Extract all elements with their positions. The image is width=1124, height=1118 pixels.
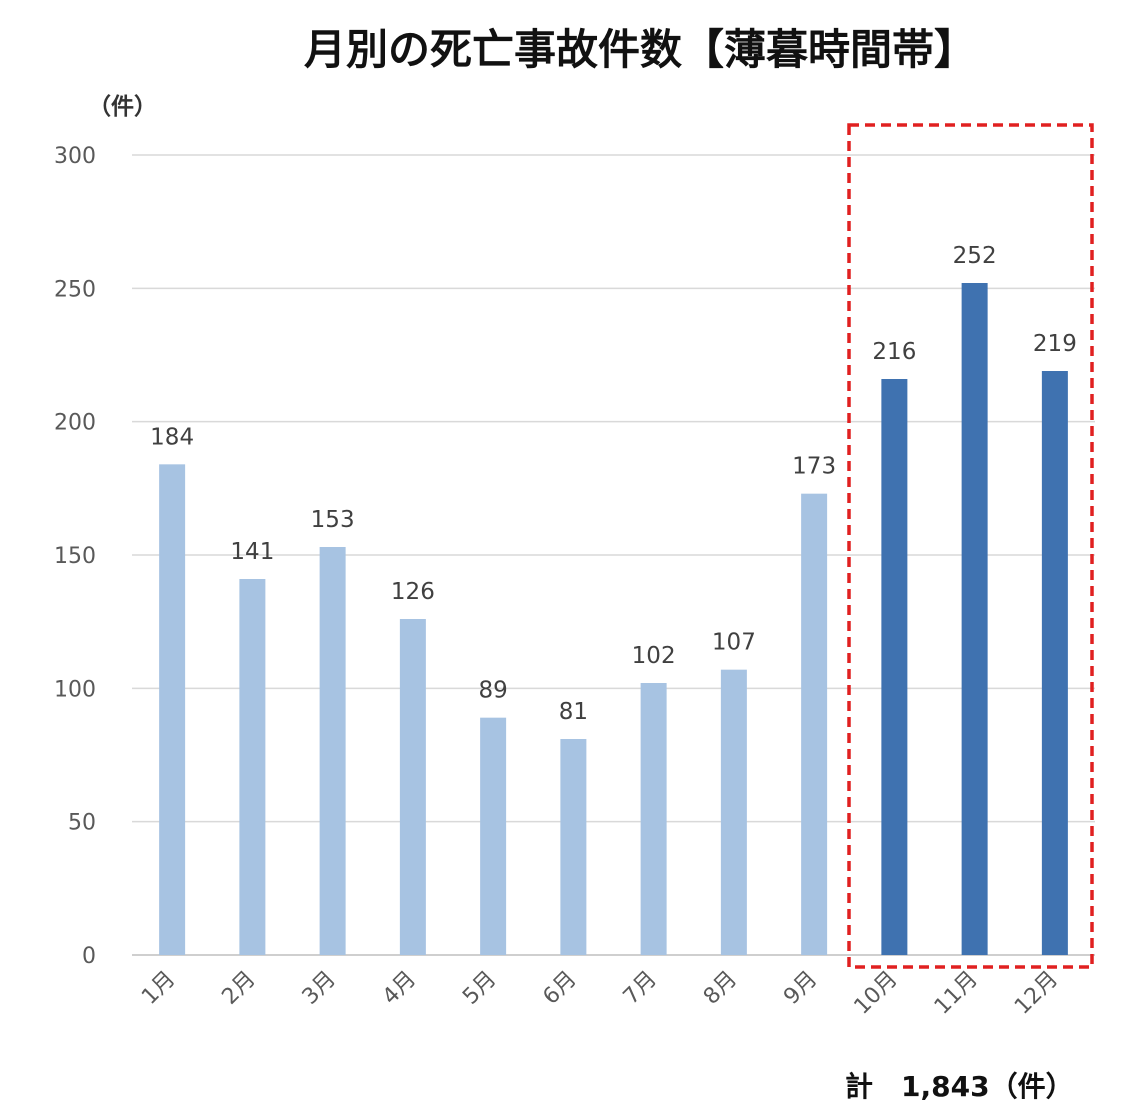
bar-1 — [159, 464, 186, 955]
x-tick-label-3: 3月 — [298, 967, 341, 1010]
bar-6 — [560, 739, 587, 955]
x-tick-label-5: 5月 — [458, 967, 501, 1010]
data-label-6: 81 — [559, 699, 588, 725]
x-tick-label-1: 1月 — [137, 967, 180, 1010]
data-label-2: 141 — [230, 539, 274, 565]
x-tick-label-9: 9月 — [779, 967, 822, 1010]
bar-10 — [881, 379, 908, 955]
x-axis-tick-labels: 1月 2月 3月 4月 5月 6月 7月 8月 9月 10月 11月 12月 — [137, 967, 1063, 1020]
bars — [159, 283, 1068, 955]
gridlines — [132, 154, 1095, 956]
y-tick-label: 50 — [68, 811, 96, 836]
bar-2 — [239, 579, 266, 955]
x-tick-label-10: 10月 — [850, 967, 903, 1020]
x-tick-label-12: 12月 — [1010, 967, 1063, 1020]
data-label-7: 102 — [632, 643, 676, 669]
x-tick-label-11: 11月 — [930, 967, 983, 1020]
data-label-5: 89 — [478, 678, 507, 704]
x-tick-label-7: 7月 — [619, 967, 662, 1010]
y-tick-label: 150 — [54, 544, 96, 569]
data-label-1: 184 — [150, 424, 194, 450]
y-tick-label: 250 — [54, 277, 96, 302]
y-axis-unit-label: （件） — [88, 93, 157, 120]
data-labels: 184 141 153 126 89 81 102 107 173 216 252 219 — [150, 243, 1077, 725]
y-tick-label: 300 — [54, 144, 96, 169]
winter-months-highlight-box — [847, 123, 1094, 969]
y-tick-label: 0 — [82, 944, 96, 969]
data-label-11: 252 — [953, 243, 997, 269]
bar-3 — [319, 547, 346, 955]
bar-8 — [720, 669, 747, 955]
x-tick-label-8: 8月 — [699, 967, 742, 1010]
y-tick-label: 200 — [54, 411, 96, 436]
data-label-8: 107 — [712, 630, 756, 656]
data-label-9: 173 — [792, 454, 836, 480]
bar-5 — [480, 717, 507, 955]
data-label-3: 153 — [311, 507, 355, 533]
data-label-12: 219 — [1033, 331, 1077, 357]
y-axis-tick-labels: 0 50 100 150 200 250 300 — [54, 144, 96, 969]
y-tick-label: 100 — [54, 677, 96, 702]
data-label-10: 216 — [872, 339, 916, 365]
bar-7 — [640, 683, 667, 955]
bar-12 — [1041, 371, 1068, 955]
x-tick-label-2: 2月 — [217, 967, 260, 1010]
x-tick-label-4: 4月 — [378, 967, 421, 1010]
chart-title: 月別の死亡事故件数【薄暮時間帯】 — [304, 25, 976, 74]
bar-9 — [801, 493, 828, 955]
data-label-4: 126 — [391, 579, 435, 605]
bar-11 — [961, 283, 988, 955]
total-count-label: 計 1,843（件） — [845, 1070, 1074, 1103]
bar-4 — [399, 619, 426, 955]
x-tick-label-6: 6月 — [538, 967, 581, 1010]
